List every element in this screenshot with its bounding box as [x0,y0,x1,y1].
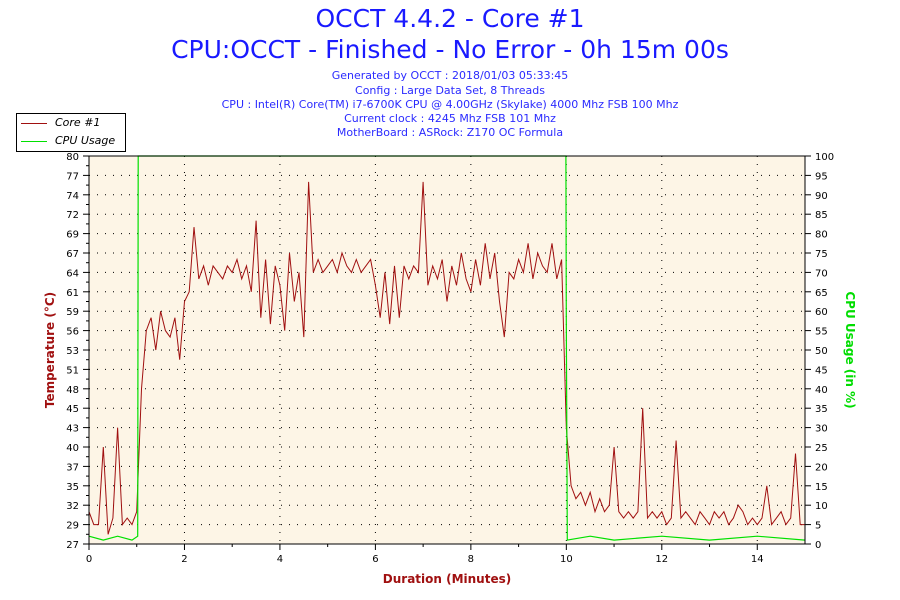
y2-tick-label: 40 [815,385,828,396]
y2-tick-label: 90 [815,191,828,202]
y-tick-label: 43 [66,424,79,435]
y2-tick-label: 80 [815,230,828,241]
y-tick-label: 40 [66,443,79,454]
series-cpu-usage-line [88,155,806,541]
y2-tick-label: 25 [815,443,828,454]
y-tick-label: 37 [66,462,79,473]
info-generated: Generated by OCCT : 2018/01/03 05:33:45 [331,69,569,82]
x-tick-label: 6 [372,554,378,565]
y2-tick-label: 100 [815,152,834,163]
y2-tick-label: 35 [815,404,828,415]
y-tick-label: 48 [66,385,79,396]
x-tick-label: 0 [86,554,92,565]
legend-item-cpu: CPU Usage [17,132,125,150]
y-tick-label: 77 [66,171,79,182]
y-tick-label: 35 [66,482,79,493]
y2-axis-label: CPU Usage (in %) [843,291,857,408]
y2-tick-label: 55 [815,327,828,338]
x-tick-label: 2 [181,554,187,565]
x-tick-label: 4 [277,554,283,565]
y2-tick-label: 45 [815,365,828,376]
x-tick-label: 12 [655,554,668,565]
plot-area [89,156,805,544]
y-tick-label: 32 [66,501,79,512]
y-tick-label: 29 [66,521,79,532]
y-tick-label: 61 [66,288,79,299]
y-tick-label: 56 [66,327,79,338]
y2-tick-label: 10 [815,501,828,512]
x-axis-label: Duration (Minutes) [383,572,511,586]
y2-tick-label: 95 [815,171,828,182]
info-clock: Current clock : 4245 Mhz FSB 101 Mhz [344,112,556,125]
y2-tick-label: 75 [815,249,828,260]
y-tick-label: 53 [66,346,79,357]
y-tick-label: 74 [66,191,79,202]
chart-title: OCCT 4.4.2 - Core #1 [315,4,585,33]
y-tick-label: 27 [66,540,79,551]
chart-subtitle: CPU:OCCT - Finished - No Error - 0h 15m … [171,35,729,64]
y2-tick-label: 60 [815,307,828,318]
y2-tick-label: 70 [815,268,828,279]
legend: Core #1 CPU Usage [16,113,126,152]
legend-label: CPU Usage [55,134,116,147]
info-cpu: CPU : Intel(R) Core(TM) i7-6700K CPU @ 4… [221,98,679,111]
legend-label: Core #1 [55,116,101,129]
x-tick-label: 8 [468,554,474,565]
info-motherboard: MotherBoard : ASRock: Z170 OC Formula [336,126,564,139]
y-tick-label: 69 [66,230,79,241]
y-tick-label: 59 [66,307,79,318]
y2-tick-label: 65 [815,288,828,299]
x-tick-label: 14 [751,554,764,565]
legend-item-core: Core #1 [17,114,125,132]
y2-tick-label: 5 [815,521,821,532]
x-tick-label: 10 [560,554,573,565]
y2-tick-label: 50 [815,346,828,357]
y-axis-label: Temperature (°C) [43,292,57,408]
y-tick-label: 72 [66,210,79,221]
info-config: Config : Large Data Set, 8 Threads [355,84,545,97]
y-tick-label: 67 [66,249,79,260]
y-tick-label: 45 [66,404,79,415]
y-tick-label: 64 [66,268,79,279]
series-core1-line [88,181,805,535]
y2-tick-label: 30 [815,424,828,435]
y2-tick-label: 20 [815,462,828,473]
y2-tick-label: 85 [815,210,828,221]
y-tick-label: 51 [66,365,79,376]
y2-tick-label: 15 [815,482,828,493]
y-tick-label: 80 [66,152,79,163]
y2-tick-label: 0 [815,540,821,551]
